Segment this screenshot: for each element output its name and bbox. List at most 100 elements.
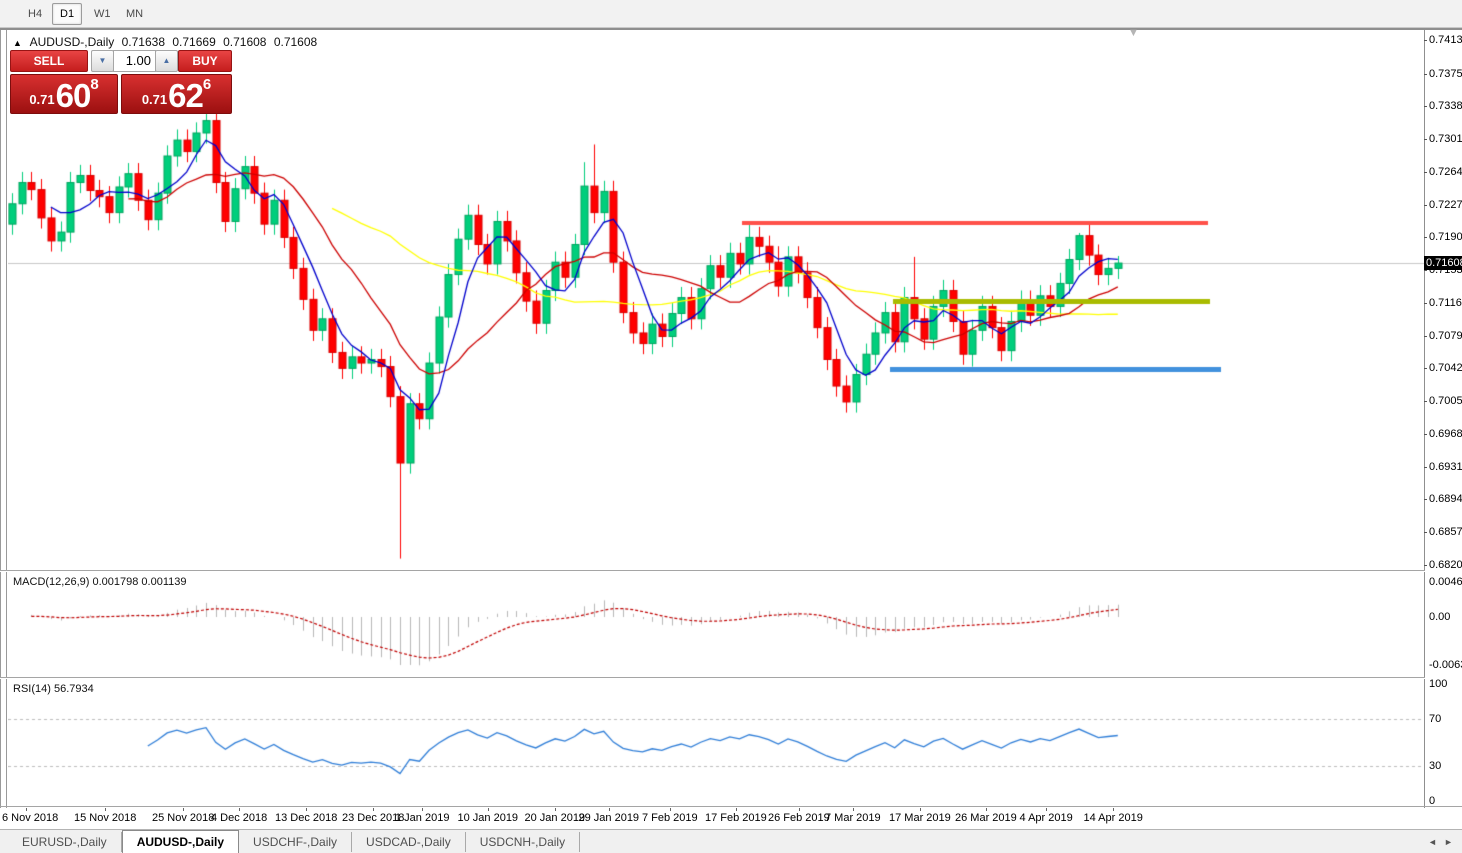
- tab-usdcad-daily[interactable]: USDCAD-,Daily: [352, 832, 466, 852]
- date-axis-tick: [799, 808, 800, 811]
- ohlc-low: 0.71608: [223, 35, 267, 49]
- buy-price-big: 62: [168, 77, 204, 114]
- date-axis-label: 15 Nov 2018: [74, 812, 137, 824]
- ohlc-close: 0.71608: [273, 35, 318, 49]
- volume-decrease-button[interactable]: ▼: [91, 50, 114, 72]
- symbol-triangle-icon: ▲: [13, 38, 22, 48]
- price-axis-tick: [1424, 106, 1427, 108]
- buy-price-pip: 6: [202, 76, 212, 93]
- splitter-price-macd[interactable]: [0, 570, 1462, 571]
- indicator-axis-label: 0.004694: [1429, 575, 1462, 588]
- price-axis-tick: [1424, 499, 1427, 501]
- date-axis[interactable]: 6 Nov 2018 15 Nov 2018 25 Nov 2018 4 Dec 20…: [0, 808, 1462, 828]
- date-axis-tick: [183, 808, 184, 811]
- window-border-top: [0, 28, 1462, 30]
- window-border-left-outer: [0, 30, 1, 808]
- sell-price-big: 60: [55, 77, 92, 114]
- scroll-to-end-marker-icon[interactable]: ▼: [1128, 27, 1139, 39]
- date-axis-label: 25 Nov 2018: [152, 812, 215, 824]
- date-axis-label: 6 Nov 2018: [2, 812, 59, 824]
- timeframe-button-d1[interactable]: D1: [52, 3, 83, 25]
- tab-usdchf-daily[interactable]: USDCHF-,Daily: [239, 832, 353, 852]
- date-axis-tick: [1046, 808, 1047, 811]
- date-axis-label: 7 Mar 2019: [825, 812, 881, 824]
- timeframe-button-mn[interactable]: MN: [126, 8, 144, 20]
- date-axis-tick: [239, 808, 240, 811]
- date-axis-tick: [26, 808, 27, 811]
- price-chart-pane: [8, 30, 1424, 570]
- date-axis-label: 14 Apr 2019: [1083, 812, 1143, 824]
- date-axis-label: 26 Feb 2019: [768, 812, 830, 824]
- price-axis-tick: [1424, 532, 1427, 534]
- rsi-canvas[interactable]: [8, 679, 1424, 806]
- splitter-macd-rsi[interactable]: [0, 677, 1462, 678]
- ohlc-info-bar: ▲ AUDUSD-,Daily 0.71638 0.71669 0.71608 …: [13, 35, 321, 49]
- current-price-tag: 0.71608: [1424, 256, 1462, 271]
- rsi-label: RSI(14) 56.7934: [13, 683, 94, 695]
- volume-increase-button[interactable]: ▲: [155, 50, 178, 72]
- sell-price-pip: 8: [90, 76, 99, 93]
- tab-usdcnh-daily[interactable]: USDCNH-,Daily: [466, 832, 581, 852]
- indicator-axis-label: -0.00639: [1429, 658, 1462, 671]
- buy-quote-panel[interactable]: 0.71 62 6: [121, 74, 232, 114]
- splitter-highlight-1: [0, 571, 1462, 572]
- spinner-down-icon: ▼: [98, 56, 107, 65]
- date-axis-tick: [373, 808, 374, 811]
- tab-eurusd-daily[interactable]: EURUSD-,Daily: [8, 832, 122, 852]
- date-axis-label: 1 Jan 2019: [395, 812, 450, 824]
- timeframe-button-h4[interactable]: H4: [28, 8, 43, 20]
- price-axis-border: [1424, 30, 1425, 808]
- price-axis-tick: [1424, 171, 1427, 173]
- price-axis-tick: [1424, 40, 1427, 42]
- price-axis-tick: [1424, 564, 1427, 566]
- date-axis-tick: [306, 808, 307, 811]
- price-chart-canvas[interactable]: [8, 30, 1424, 570]
- price-axis-tick: [1424, 335, 1427, 337]
- price-axis-tick: [1424, 302, 1427, 304]
- tab-scroll-left-icon[interactable]: ◄: [1428, 837, 1437, 847]
- price-axis-tick: [1424, 433, 1427, 435]
- date-axis-tick: [488, 808, 489, 811]
- timeframe-toolbar: H4 D1 W1 MN: [0, 0, 1462, 28]
- indicator-axis-label: 0: [1429, 794, 1436, 807]
- volume-input[interactable]: 1.00: [113, 50, 156, 72]
- date-axis-tick: [986, 808, 987, 811]
- macd-canvas[interactable]: [8, 572, 1424, 677]
- date-axis-tick: [555, 808, 556, 811]
- tab-audusd-daily[interactable]: AUDUSD-,Daily: [121, 830, 240, 853]
- date-axis-label: 4 Dec 2018: [211, 812, 268, 824]
- ohlc-high: 0.71669: [172, 35, 216, 49]
- sell-quote-panel[interactable]: 0.71 60 8: [10, 74, 118, 114]
- date-axis-label: 17 Mar 2019: [889, 812, 951, 824]
- date-axis-label: 4 Apr 2019: [1019, 812, 1073, 824]
- macd-pane: [8, 572, 1424, 677]
- date-axis-tick: [609, 808, 610, 811]
- price-axis-tick: [1424, 139, 1427, 141]
- timeframe-button-w1[interactable]: W1: [94, 8, 111, 20]
- spinner-up-icon: ▲: [162, 56, 171, 65]
- date-axis-tick: [670, 808, 671, 811]
- date-axis-label: 10 Jan 2019: [457, 812, 519, 824]
- indicator-axis-label: 70: [1429, 713, 1442, 726]
- date-axis-label: 7 Feb 2019: [642, 812, 698, 824]
- date-axis-label: 29 Jan 2019: [578, 812, 640, 824]
- date-axis-label: 26 Mar 2019: [955, 812, 1017, 824]
- buy-button[interactable]: BUY: [178, 50, 232, 72]
- tab-scroll-right-icon[interactable]: ►: [1444, 837, 1453, 847]
- sell-button[interactable]: SELL: [10, 50, 88, 72]
- date-axis-tick: [920, 808, 921, 811]
- price-axis-tick: [1424, 237, 1427, 239]
